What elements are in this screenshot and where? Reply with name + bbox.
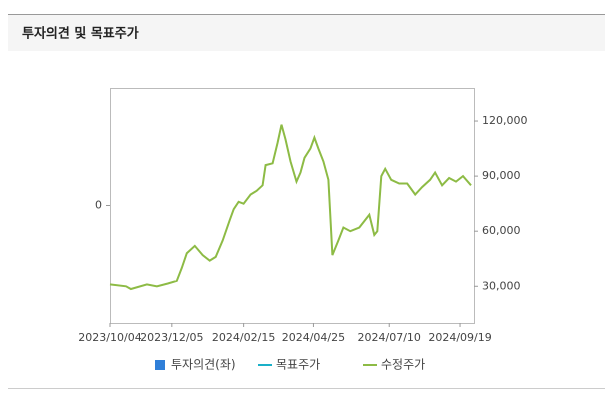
x-tick-label: 2023/12/05: [140, 331, 203, 344]
price-line: [109, 124, 472, 291]
y2-tick-label: 90,000: [482, 169, 521, 182]
plot-frame: [110, 88, 475, 324]
header-title: 투자의견 및 목표주가: [22, 26, 139, 42]
legend-label: 투자의견(좌): [171, 358, 236, 372]
x-tick-label: 2024/02/15: [212, 331, 275, 344]
x-tick-label: 2024/07/10: [358, 331, 421, 344]
header-band: [8, 15, 605, 51]
y2-tick-label: 120,000: [482, 114, 528, 127]
x-tick-label: 2024/09/19: [428, 331, 491, 344]
y2-tick-label: 60,000: [482, 224, 521, 237]
legend-label: 목표주가: [276, 358, 320, 372]
legend-label: 수정주가: [381, 358, 425, 372]
y-tick-label: 0: [95, 199, 102, 212]
x-tick-label: 2024/04/25: [282, 331, 345, 344]
x-tick-label: 2023/10/04: [78, 331, 141, 344]
legend-swatch: [155, 360, 165, 370]
y2-tick-label: 30,000: [482, 279, 521, 292]
